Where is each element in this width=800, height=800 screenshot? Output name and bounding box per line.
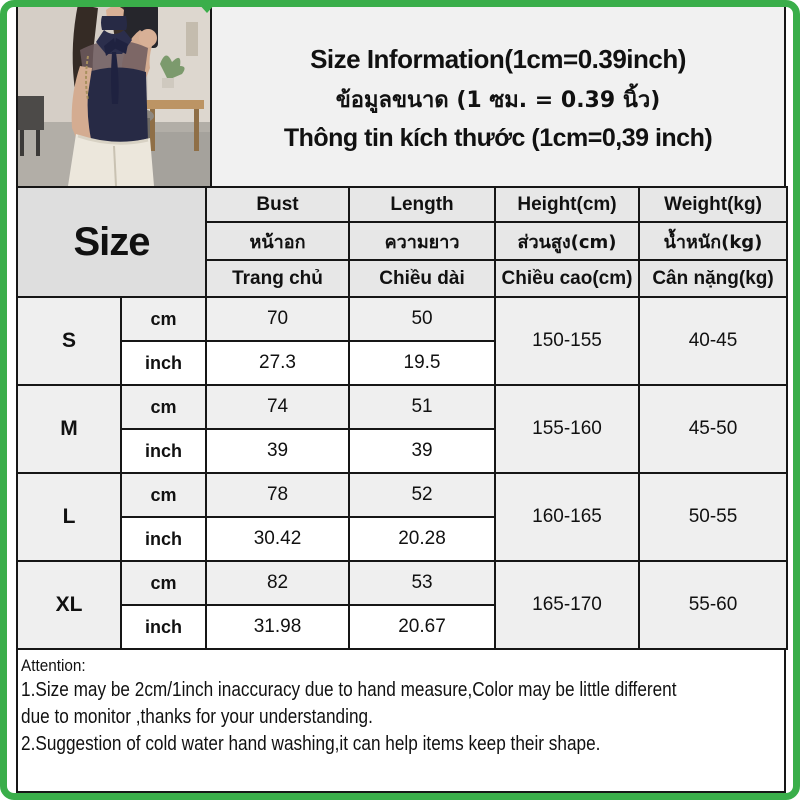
size-chart-panel: Size Information(1cm=0.39inch) ข้อมูลขนา… bbox=[15, 2, 789, 793]
size-label-s: S bbox=[16, 296, 122, 386]
attention-heading: Attention: bbox=[21, 656, 86, 675]
row-s-inch: inch 27.3 19.5 bbox=[17, 340, 787, 386]
m-length-inch: 39 bbox=[348, 428, 497, 474]
header-row-english: Size Bust Length Height(cm) Weight(kg) bbox=[15, 186, 789, 298]
size-label-xl: XL bbox=[16, 560, 122, 650]
l-length-cm: 52 bbox=[348, 472, 497, 518]
unit-cm: cm bbox=[119, 296, 208, 342]
unit-cm: cm bbox=[119, 384, 208, 430]
xl-bust-cm: 82 bbox=[205, 560, 351, 606]
l-weight: 50-55 bbox=[638, 472, 789, 562]
top-strip: Size Information(1cm=0.39inch) ข้อมูลขนา… bbox=[18, 4, 784, 186]
attention-note-line: 1.Size may be 2cm/1inch inaccuracy due t… bbox=[21, 679, 677, 701]
header-length-vi: Chiều dài bbox=[348, 259, 497, 298]
size-header-cell: Size bbox=[15, 186, 208, 298]
row-l-cm: L cm 78 52 160-165 50-55 bbox=[16, 472, 789, 562]
header-weight-vi: Cân nặng(kg) bbox=[638, 259, 789, 298]
m-bust-inch: 39 bbox=[205, 428, 351, 474]
row-s-cm: S cm 70 50 150-155 40-45 bbox=[16, 296, 789, 386]
s-bust-cm: 70 bbox=[205, 296, 351, 342]
s-height: 150-155 bbox=[494, 296, 641, 386]
header-height-vi: Chiều cao(cm) bbox=[494, 259, 641, 298]
unit-inch: inch bbox=[119, 428, 208, 474]
header-row-vietnamese: Trang chủ Chiều dài Chiều cao(cm) Cân nặ… bbox=[17, 259, 789, 298]
m-length-cm: 51 bbox=[348, 384, 497, 430]
row-xl-cm: XL cm 82 53 165-170 55-60 bbox=[16, 560, 789, 650]
title-thai: ข้อมูลขนาด (1 ซม. = 0.39 นิ้ว) bbox=[335, 88, 661, 113]
s-weight: 40-45 bbox=[638, 296, 789, 386]
row-m-cm: M cm 74 51 155-160 45-50 bbox=[16, 384, 789, 474]
s-bust-inch: 27.3 bbox=[205, 340, 351, 386]
header-height-th: ส่วนสูง(cm) bbox=[494, 221, 641, 261]
unit-inch: inch bbox=[119, 604, 208, 650]
m-height: 155-160 bbox=[494, 384, 641, 474]
unit-cm: cm bbox=[119, 472, 208, 518]
attention-note-line: 2.Suggestion of cold water hand washing,… bbox=[21, 733, 601, 755]
row-l-inch: inch 30.42 20.28 bbox=[17, 516, 787, 562]
attention-note-line: due to monitor ,thanks for your understa… bbox=[21, 706, 373, 728]
title-english: Size Information(1cm=0.39inch) bbox=[310, 44, 686, 74]
attention-notes: Attention: 1.Size may be 2cm/1inch inacc… bbox=[18, 650, 784, 758]
header-bust-vi: Trang chủ bbox=[205, 259, 351, 298]
xl-length-cm: 53 bbox=[348, 560, 497, 606]
s-length-cm: 50 bbox=[348, 296, 497, 342]
product-photo bbox=[18, 4, 212, 186]
title-vietnamese: Thông tin kích thước (1cm=0,39 inch) bbox=[283, 124, 713, 152]
header-bust-th: หน้าอก bbox=[205, 221, 351, 261]
header-length-th: ความยาว bbox=[348, 221, 497, 261]
m-bust-cm: 74 bbox=[205, 384, 351, 430]
title-block: Size Information(1cm=0.39inch) ข้อมูลขนา… bbox=[212, 4, 784, 186]
header-weight-en: Weight(kg) bbox=[638, 186, 789, 223]
xl-height: 165-170 bbox=[494, 560, 641, 650]
l-height: 160-165 bbox=[494, 472, 641, 562]
unit-cm: cm bbox=[119, 560, 208, 606]
header-bust-en: Bust bbox=[205, 186, 351, 223]
s-length-inch: 19.5 bbox=[348, 340, 497, 386]
m-weight: 45-50 bbox=[638, 384, 789, 474]
row-m-inch: inch 39 39 bbox=[17, 428, 787, 474]
unit-inch: inch bbox=[119, 516, 208, 562]
header-height-en: Height(cm) bbox=[494, 186, 641, 223]
xl-bust-inch: 31.98 bbox=[205, 604, 351, 650]
size-table: Size Bust Length Height(cm) Weight(kg) ห… bbox=[15, 186, 789, 650]
l-length-inch: 20.28 bbox=[348, 516, 497, 562]
xl-weight: 55-60 bbox=[638, 560, 789, 650]
unit-inch: inch bbox=[119, 340, 208, 386]
model-mirror-selfie-photo bbox=[18, 4, 210, 186]
header-length-en: Length bbox=[348, 186, 497, 223]
header-weight-th: น้ำหนัก(kg) bbox=[638, 221, 789, 261]
size-label-m: M bbox=[16, 384, 122, 474]
row-xl-inch: inch 31.98 20.67 bbox=[17, 604, 787, 650]
header-row-thai: หน้าอก ความยาว ส่วนสูง(cm) น้ำหนัก(kg) bbox=[17, 221, 789, 261]
size-label-l: L bbox=[16, 472, 122, 562]
l-bust-inch: 30.42 bbox=[205, 516, 351, 562]
xl-length-inch: 20.67 bbox=[348, 604, 497, 650]
green-corner-notch bbox=[197, 2, 217, 13]
l-bust-cm: 78 bbox=[205, 472, 351, 518]
